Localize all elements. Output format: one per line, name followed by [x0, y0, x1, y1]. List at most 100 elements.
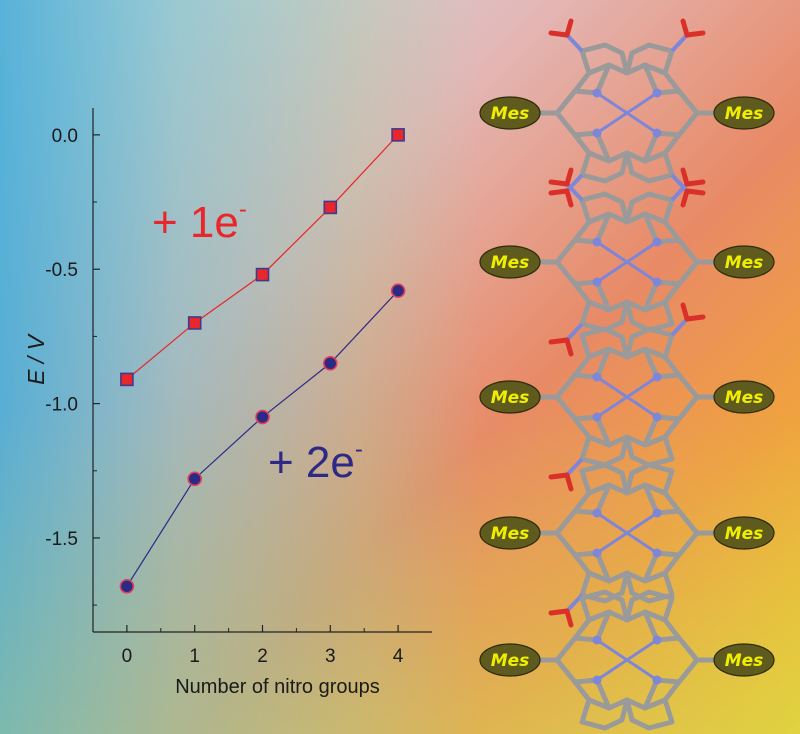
mes-group [713, 380, 775, 414]
nitrogen-atom [592, 88, 602, 98]
mes-label: Mes [725, 253, 764, 273]
mes-label: Mes [491, 388, 530, 408]
y-tick-label: 0.0 [52, 126, 78, 147]
mes-group [479, 516, 541, 550]
data-point-circle [187, 471, 202, 487]
nitro-bond [565, 33, 584, 53]
nitrogen-atom [592, 277, 602, 287]
nitrogen-atom [652, 508, 662, 518]
mes-label: Mes [491, 651, 530, 671]
nitro-bond [565, 182, 584, 202]
nitrogen-atom [652, 128, 662, 138]
nitrogen-atom [652, 635, 662, 645]
nitro-oxygen [564, 167, 574, 187]
data-point-circle [119, 579, 135, 594]
nitrogen-atom [652, 675, 662, 685]
mes-group [479, 245, 541, 279]
mes-label: Mes [491, 253, 530, 273]
data-point-circle [255, 409, 270, 425]
nitrogen-atom [592, 372, 602, 382]
mes-label: Mes [725, 388, 764, 408]
nitro-oxygen [548, 608, 570, 616]
nitrogen-atom [652, 412, 662, 422]
x-tick-label: 4 [393, 646, 404, 667]
nitrogen-atom [592, 237, 602, 247]
nitrogen-atom [592, 635, 602, 645]
data-point-circle [390, 283, 406, 299]
chart-annotations: + 1e-+ 2e- [152, 196, 363, 487]
data-point-square [255, 267, 270, 282]
porphyrin-molecule-3: Mes Mes [479, 302, 775, 492]
x-tick-label: 1 [189, 646, 200, 667]
pyrrole-ring [579, 570, 630, 604]
annotation-text: + 1e [152, 198, 239, 247]
nitrogen-atom [592, 548, 602, 558]
nitro-oxygen [684, 179, 706, 187]
nitro-oxygen [564, 472, 574, 492]
annotation-superscript: - [355, 436, 363, 463]
pyrrole-ring [624, 150, 675, 184]
nitro-oxygen [548, 337, 570, 345]
mes-label: Mes [725, 524, 764, 544]
mes-label: Mes [725, 104, 764, 124]
pyrrole-ring [624, 42, 675, 76]
nitrogen-bond [596, 511, 658, 555]
nitrogen-bond [596, 91, 658, 135]
data-point-square [187, 316, 202, 330]
pyrrole-ring [624, 191, 675, 225]
nitro-oxygen [684, 30, 706, 38]
mes-group [479, 643, 541, 677]
nitro-bond [670, 33, 689, 53]
mes-group [713, 245, 775, 279]
nitro-oxygen [564, 337, 574, 357]
pyrrole-ring [624, 589, 675, 623]
nitro-oxygen [564, 18, 574, 38]
nitro-oxygen [564, 188, 574, 208]
pyrrole-ring [579, 150, 630, 184]
x-tick-label: 0 [122, 646, 133, 667]
pyrrole-ring [624, 462, 675, 496]
pyrrole-ring [579, 42, 630, 76]
data-point-square [391, 128, 405, 142]
pyrrole-ring [579, 191, 630, 225]
nitro-oxygen [680, 302, 690, 322]
x-tick-label: 2 [257, 646, 268, 667]
y-tick-label: -1.5 [45, 529, 78, 550]
nitrogen-atom [652, 372, 662, 382]
nitrogen-atom [592, 412, 602, 422]
mes-group [713, 516, 775, 550]
nitro-oxygen [548, 179, 570, 187]
data-point-square [120, 372, 134, 387]
series-annotation-2: + 2e- [268, 436, 363, 487]
nitrogen-atom [652, 237, 662, 247]
y-tick-label: -0.5 [45, 260, 78, 281]
y-axis-title: E / V [23, 332, 49, 385]
chart-axes: 0.0 -0.5 -1.0 -1.5 0 1 2 3 4 Number of nitro grou… [23, 108, 432, 698]
nitrogen-bond [596, 638, 658, 682]
data-point-circle [322, 355, 338, 371]
series-annotation-1: + 1e- [152, 196, 247, 247]
porphyrin-molecule-1: Mes Mes [479, 18, 775, 208]
mes-label: Mes [491, 104, 530, 124]
x-tick-label: 3 [325, 646, 336, 667]
nitrogen-atom [592, 128, 602, 138]
nitro-oxygen [564, 608, 574, 628]
nitrogen-atom [592, 675, 602, 685]
nitro-bond [670, 182, 689, 202]
porphyrin-molecule-5: Mes Mes [479, 589, 775, 731]
annotation-text: + 2e [268, 438, 355, 487]
nitrogen-atom [652, 548, 662, 558]
nitrogen-bond [596, 240, 658, 284]
mes-group [479, 380, 541, 414]
y-tick-label: -1.0 [45, 395, 78, 416]
x-axis-title: Number of nitro groups [175, 676, 380, 698]
pyrrole-ring [579, 326, 630, 360]
nitrogen-atom [652, 277, 662, 287]
pyrrole-ring [624, 570, 675, 604]
nitro-oxygen [684, 188, 706, 196]
pyrrole-ring [624, 326, 675, 360]
chart-series [119, 128, 406, 594]
